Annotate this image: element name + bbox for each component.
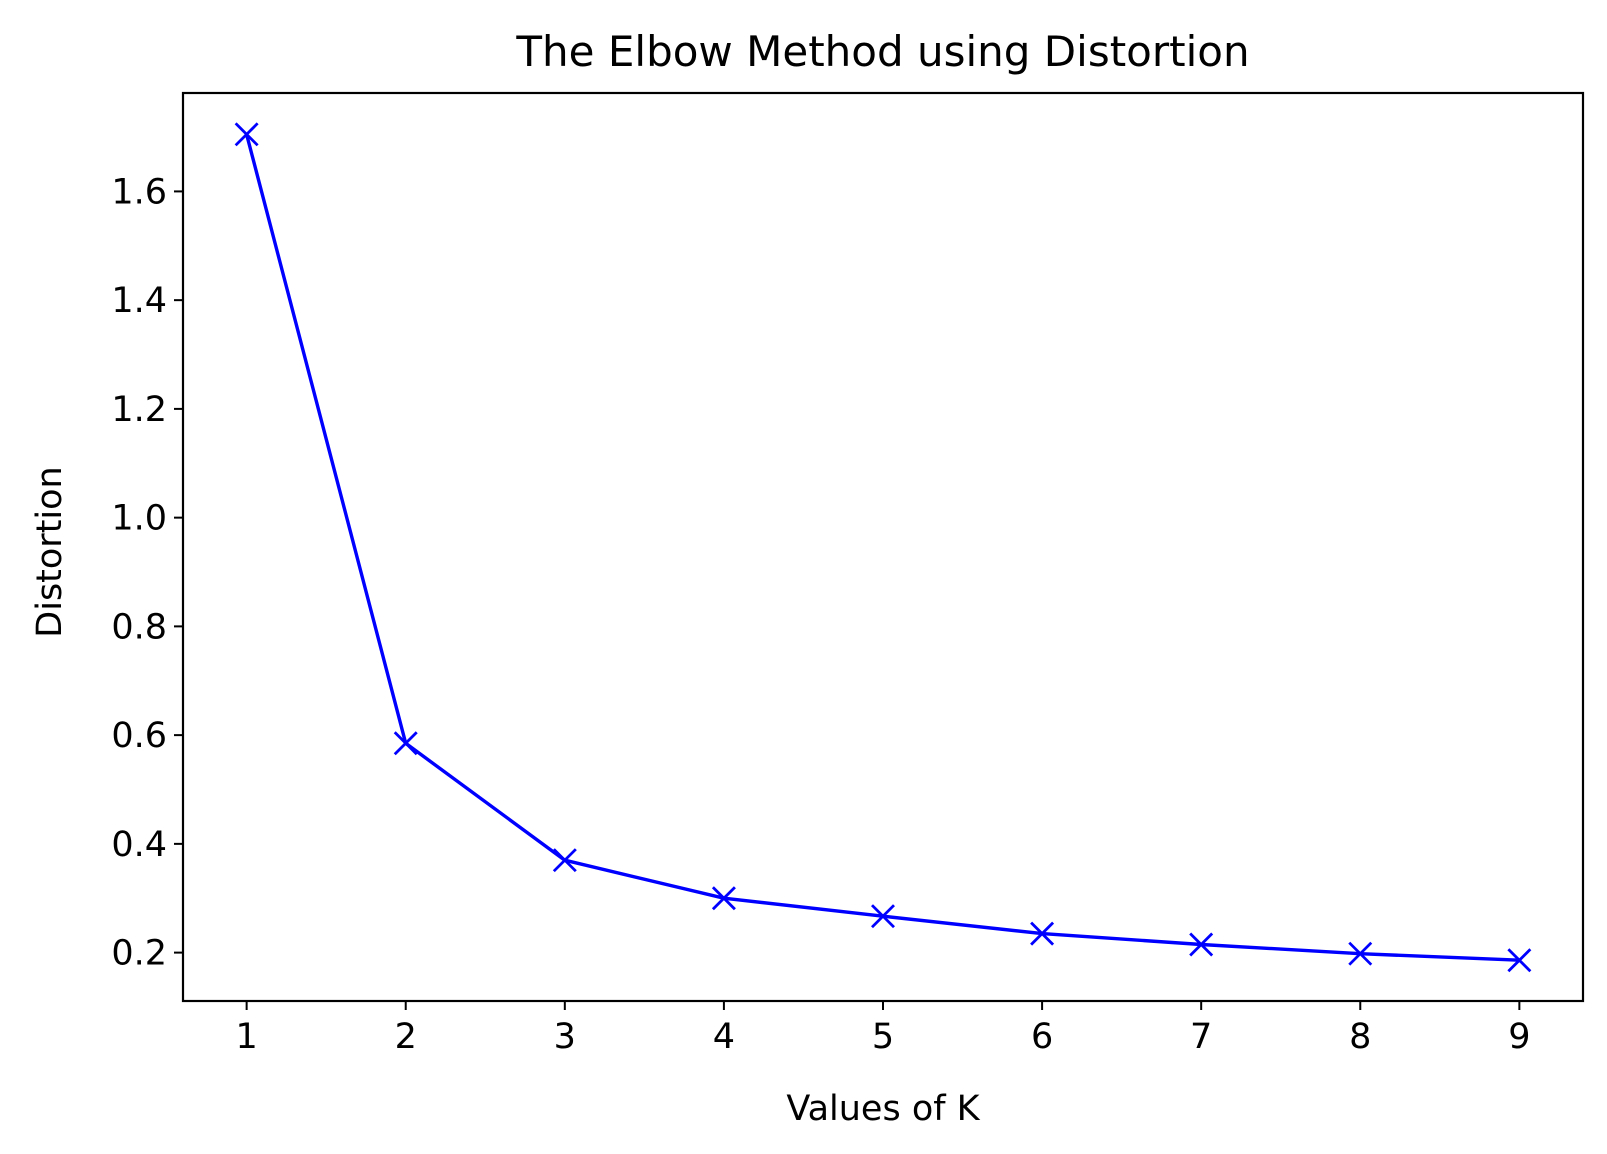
- data-point-marker: [1189, 932, 1214, 957]
- x-tick-label: 2: [395, 1017, 417, 1057]
- data-point-marker: [1348, 941, 1373, 966]
- x-tick-label: 6: [1031, 1017, 1053, 1057]
- y-tick-label: 0.8: [111, 607, 167, 647]
- x-tick-label: 5: [872, 1017, 894, 1057]
- data-point-marker: [711, 886, 736, 911]
- y-tick-label: 1.6: [111, 172, 167, 212]
- data-point-marker: [234, 122, 259, 147]
- x-tick-label: 7: [1190, 1017, 1212, 1057]
- x-tick-label: 3: [554, 1017, 576, 1057]
- data-point-marker: [1507, 948, 1532, 973]
- x-tick-label: 8: [1349, 1017, 1371, 1057]
- plot-frame: [181, 91, 1585, 1003]
- y-tick-label: 1.0: [111, 499, 167, 539]
- x-tick-label: 9: [1508, 1017, 1530, 1057]
- data-point-marker: [393, 731, 418, 756]
- plot-layer: [234, 122, 1532, 973]
- y-axis-label: Distortion: [30, 466, 70, 637]
- y-tick-label: 1.4: [111, 281, 167, 321]
- y-tick-label: 1.2: [111, 390, 167, 430]
- y-tick-label: 0.6: [111, 716, 167, 756]
- y-tick-label: 0.2: [111, 934, 167, 974]
- x-tick-label: 1: [235, 1017, 257, 1057]
- data-point-marker: [1030, 921, 1055, 946]
- chart-title: The Elbow Method using Distortion: [515, 27, 1249, 76]
- ticks-layer: 1 2 3 4 5 6 7 8 9 0.2 0.4 0.6 0.8 1.0 1.2 1.4 1.6: [111, 172, 1530, 1057]
- data-point-marker: [871, 904, 895, 929]
- x-tick-label: 4: [713, 1017, 735, 1057]
- data-point-marker: [552, 848, 577, 873]
- y-tick-label: 0.4: [111, 825, 167, 865]
- x-axis-label: Values of K: [786, 1089, 980, 1129]
